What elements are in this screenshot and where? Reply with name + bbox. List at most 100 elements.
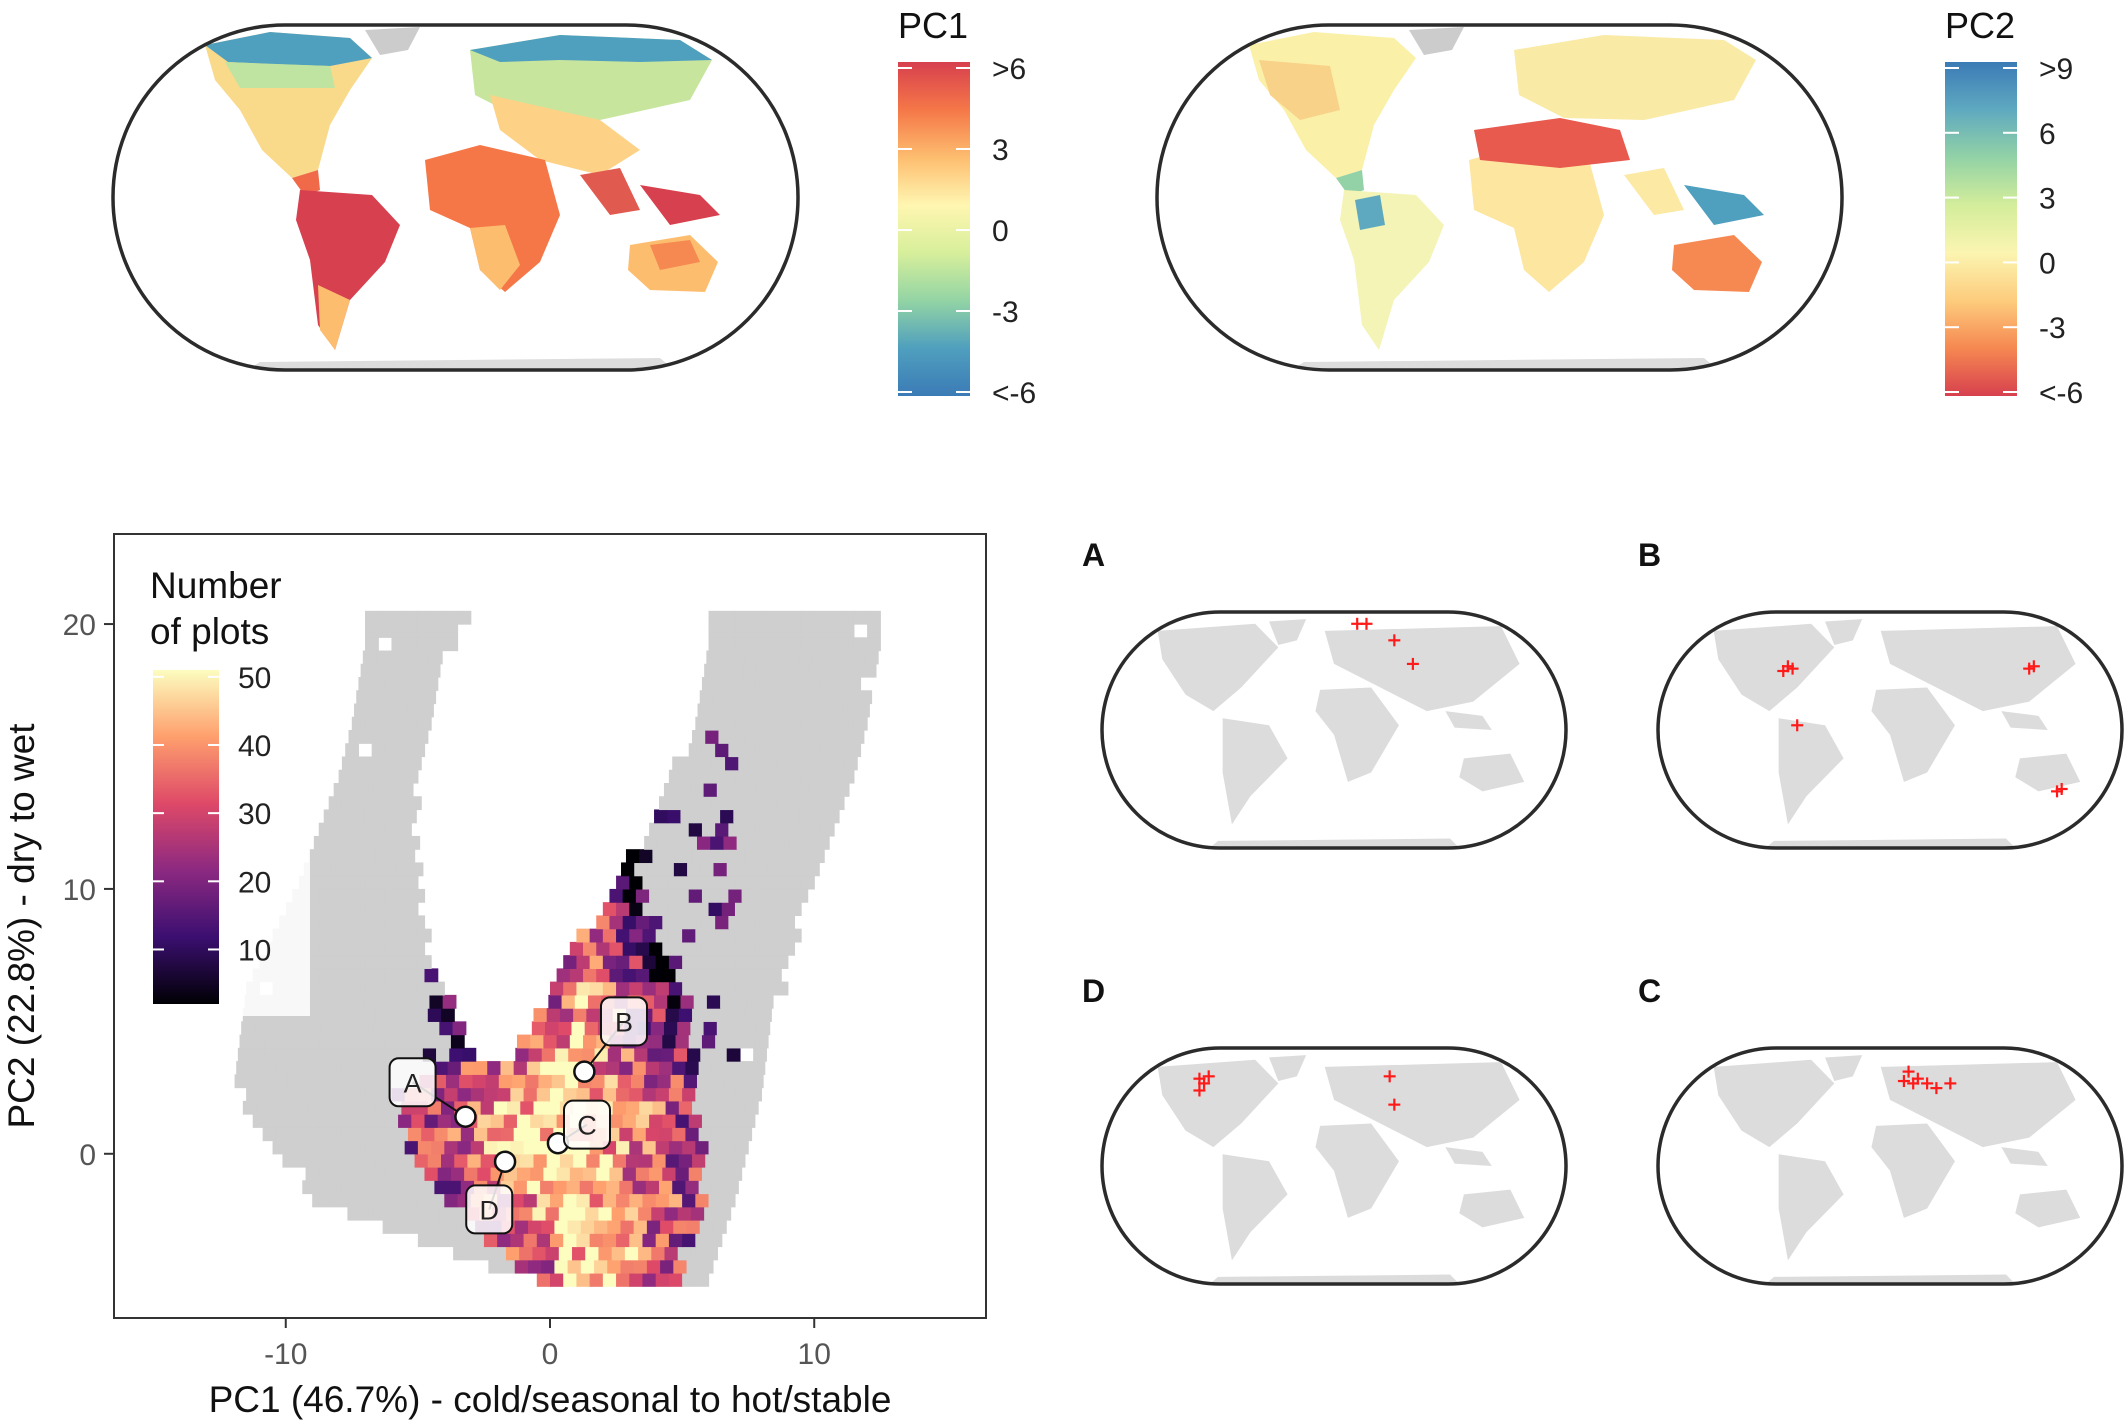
heatmap-cell bbox=[338, 1193, 353, 1208]
heatmap-cell bbox=[596, 968, 611, 983]
heatmap-cell bbox=[402, 650, 417, 665]
heatmap-cell bbox=[715, 1114, 729, 1128]
heatmap-cell bbox=[675, 1114, 690, 1128]
heatmap-cell bbox=[398, 1034, 412, 1049]
heatmap-cell bbox=[330, 862, 345, 877]
heatmap-cell bbox=[343, 1047, 358, 1062]
heatmap-cell bbox=[404, 875, 419, 890]
heatmap-cell bbox=[632, 1061, 647, 1075]
heatmap-cell bbox=[576, 955, 591, 969]
site-marker bbox=[1383, 1070, 1396, 1083]
heatmap-cell bbox=[388, 849, 402, 864]
heatmap-cell bbox=[725, 756, 739, 771]
heatmap-cell bbox=[441, 1008, 455, 1022]
heatmap-cell bbox=[573, 1008, 587, 1022]
heatmap-cell bbox=[275, 1061, 290, 1075]
heatmap-cell bbox=[434, 1180, 449, 1195]
x-axis-label: PC1 (46.7%) - cold/seasonal to hot/stabl… bbox=[209, 1379, 892, 1420]
heatmap-cell bbox=[320, 1021, 335, 1036]
heatmap-cell bbox=[384, 968, 399, 983]
heatmap-cell bbox=[830, 756, 845, 771]
heatmap-cell bbox=[635, 915, 650, 930]
heatmap-cell bbox=[510, 1087, 525, 1102]
heatmap-cell bbox=[642, 1193, 657, 1208]
heatmap-cell bbox=[348, 1100, 363, 1115]
heatmap-cell bbox=[404, 1193, 419, 1208]
heatmap-cell bbox=[768, 941, 782, 956]
heatmap-cell bbox=[428, 650, 443, 665]
heatmap-cell bbox=[688, 968, 703, 983]
heatmap-cell bbox=[500, 1127, 515, 1142]
heatmap-cell bbox=[513, 1180, 528, 1195]
callout-label: A bbox=[404, 1068, 422, 1098]
pc2-legend: PC2 >9 6 3 0 -3 <-6 bbox=[1945, 5, 2083, 410]
heatmap-cell bbox=[781, 941, 796, 956]
heatmap-cell bbox=[695, 955, 710, 969]
heatmap-cell bbox=[629, 875, 644, 890]
callout-box bbox=[562, 1099, 611, 1150]
heatmap-cell bbox=[705, 1153, 720, 1168]
inset-landmass bbox=[1713, 623, 1835, 712]
pc2-tick-label: 6 bbox=[2039, 118, 2056, 151]
heatmap-cell bbox=[698, 756, 713, 771]
heatmap-cell bbox=[721, 1193, 736, 1208]
heatmap-cell bbox=[682, 1272, 696, 1287]
heatmap-cell bbox=[353, 835, 368, 850]
inset-landmass bbox=[1269, 1055, 1307, 1082]
heatmap-cell bbox=[298, 1087, 313, 1102]
heatmap-cell bbox=[318, 941, 333, 956]
heatmap-cell bbox=[715, 1167, 729, 1181]
heatmap-cell bbox=[754, 743, 769, 758]
heatmap-cell bbox=[360, 663, 375, 678]
heatmap-cell bbox=[460, 1061, 475, 1075]
heatmap-cell bbox=[792, 862, 807, 877]
heatmap-cell bbox=[380, 703, 395, 718]
heatmap-cell bbox=[436, 1047, 450, 1062]
heatmap-cell bbox=[701, 743, 716, 758]
heatmap-cell bbox=[503, 1114, 518, 1128]
heatmap-cell bbox=[448, 1220, 463, 1234]
heatmap-cell bbox=[589, 928, 604, 943]
heatmap-cell bbox=[746, 809, 761, 824]
heatmap-cell bbox=[338, 1140, 353, 1155]
heatmap-cell bbox=[369, 862, 384, 877]
heatmap-cell bbox=[298, 1140, 313, 1155]
heatmap-cell bbox=[365, 1087, 379, 1102]
heatmap-cell bbox=[807, 743, 822, 758]
heatmap-cell bbox=[686, 1259, 701, 1274]
heatmap-cell bbox=[734, 875, 749, 890]
heatmap-cell bbox=[715, 888, 729, 903]
heatmap-cell bbox=[761, 955, 776, 969]
site-marker bbox=[1198, 1077, 1211, 1090]
heatmap-cell bbox=[777, 796, 792, 811]
heatmap-cell bbox=[867, 637, 881, 652]
heatmap-cell bbox=[647, 1047, 662, 1062]
inset-landmass bbox=[1324, 626, 1520, 712]
heatmap-cell bbox=[474, 1061, 488, 1075]
heatmap-cell bbox=[682, 769, 696, 784]
heatmap-cell bbox=[378, 955, 393, 969]
heatmap-cell bbox=[404, 624, 419, 638]
heatmap-cell bbox=[259, 1087, 274, 1102]
heatmap-cell bbox=[781, 677, 796, 691]
heatmap-cell bbox=[807, 822, 822, 837]
heatmap-cell bbox=[853, 637, 868, 652]
heatmap-cell bbox=[576, 1233, 591, 1248]
heatmap-cell bbox=[660, 1259, 674, 1274]
heatmap-cell bbox=[638, 1246, 652, 1261]
heatmap-cell bbox=[602, 1193, 617, 1208]
heatmap-cell bbox=[464, 1167, 478, 1181]
heatmap-cell bbox=[683, 835, 698, 850]
heatmap-cell bbox=[341, 796, 356, 811]
heatmap-cell bbox=[761, 610, 776, 625]
heatmap-cell bbox=[619, 1061, 634, 1075]
heatmap-cell bbox=[761, 769, 776, 784]
inset-landmass bbox=[1157, 623, 1279, 712]
heatmap-cell bbox=[777, 756, 792, 771]
heatmap-cell bbox=[616, 902, 630, 917]
heatmap-cell bbox=[622, 1167, 637, 1181]
heatmap-cell bbox=[816, 703, 831, 718]
heatmap-cell bbox=[856, 703, 870, 718]
heatmap-cell bbox=[545, 1021, 559, 1036]
heatmap-cell bbox=[366, 835, 381, 850]
